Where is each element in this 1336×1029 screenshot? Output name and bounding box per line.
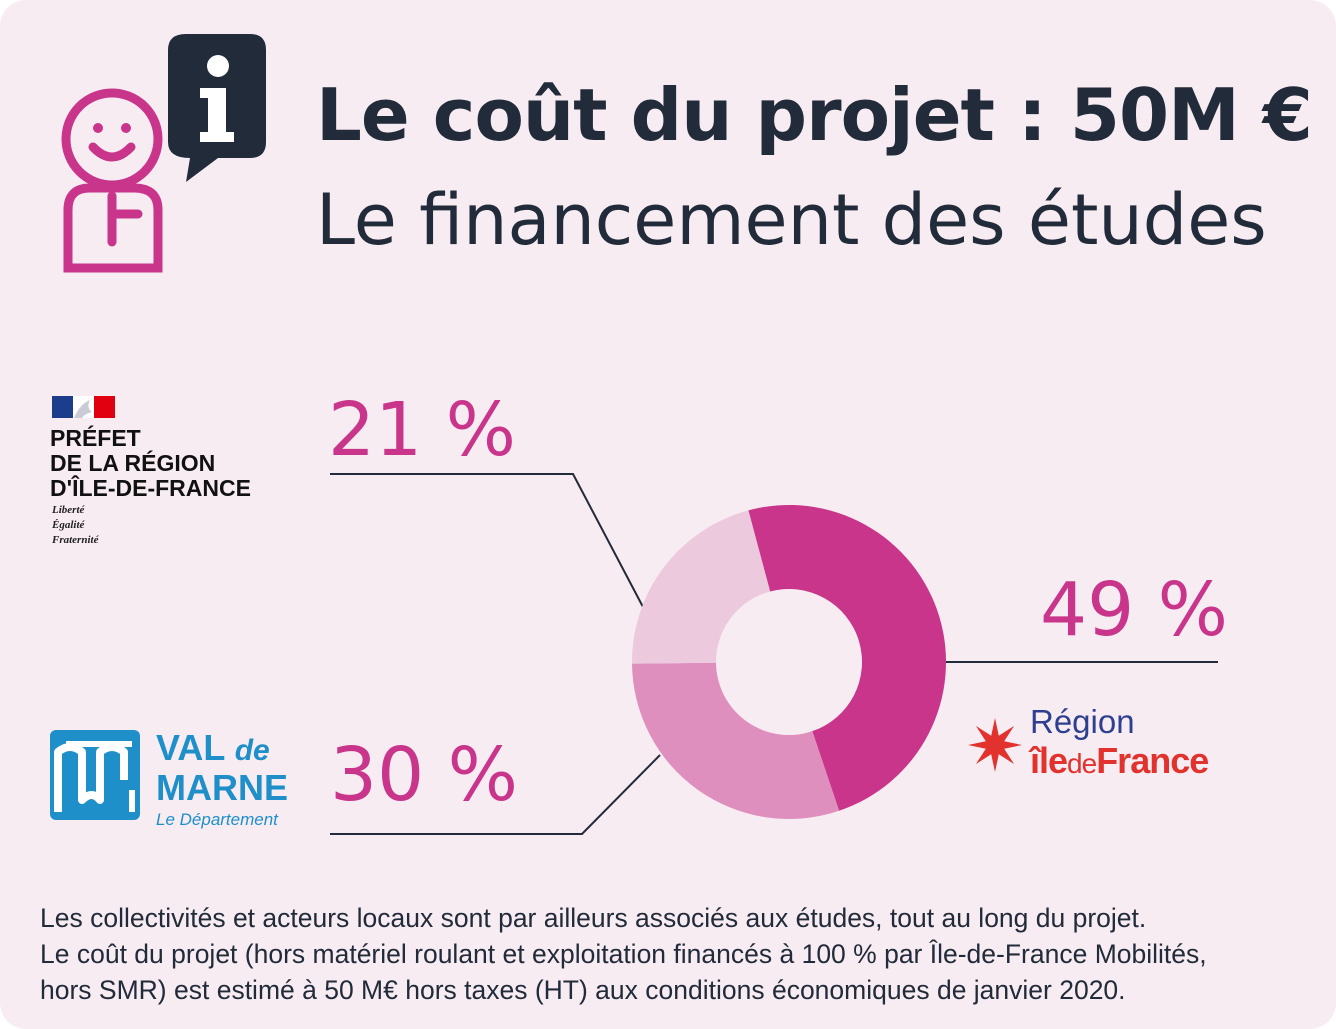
ridf-ile: île (1030, 740, 1068, 781)
info-speech-bubble-icon (168, 34, 266, 182)
page-subtitle: Le financement des études (316, 179, 1267, 261)
donut-segment-21 (632, 510, 771, 664)
prefet-line-2: DE LA RÉGION (50, 450, 216, 476)
region-idf-logo-text: Région îledeFrance (1030, 703, 1209, 784)
page-title: Le coût du projet : 50M € (316, 73, 1313, 157)
donut-chart (632, 504, 947, 819)
motto-fraternite: Fraternité (52, 534, 99, 546)
ridf-de: de (1067, 748, 1097, 779)
vdm-departement: Le Département (156, 810, 278, 829)
smiling-person-icon (61, 88, 163, 273)
valdemarne-logo-mark (50, 730, 140, 820)
footer-line-3: hors SMR) est estimé à 50 M€ hors taxes … (40, 975, 1126, 1005)
vdm-de: de (234, 734, 270, 767)
vdm-val: VAL (156, 727, 225, 768)
motto-liberte: Liberté (52, 504, 85, 516)
footer-note: Les collectivités et acteurs locaux sont… (40, 900, 1305, 1008)
footer-line-1: Les collectivités et acteurs locaux sont… (40, 903, 1147, 933)
percentage-label-49: 49 % (1040, 567, 1228, 653)
prefet-line-3: D'ÎLE-DE-FRANCE (50, 475, 251, 501)
prefet-motto: Liberté Égalité Fraternité (52, 503, 98, 548)
marianne-flag-logo (52, 396, 115, 418)
percentage-label-21: 21 % (328, 387, 516, 473)
percentage-label-30: 30 % (330, 732, 518, 818)
leader-line-30 (330, 754, 661, 835)
prefet-line-1: PRÉFET (50, 425, 141, 451)
ridf-france: France (1096, 740, 1209, 781)
leader-line-21 (330, 473, 644, 608)
region-idf-star-logo (968, 718, 1022, 772)
ridf-region: Région (1030, 703, 1135, 740)
valdemarne-logo-text: VAL de MARNE Le Département (156, 730, 288, 833)
donut-segment-30 (632, 662, 840, 819)
prefet-logo-text: PRÉFET DE LA RÉGION D'ÎLE-DE-FRANCE (50, 426, 251, 501)
donut-segment-49 (748, 504, 947, 811)
motto-egalite: Égalité (52, 519, 85, 531)
vdm-marne: MARNE (156, 767, 288, 808)
footer-line-2: Le coût du projet (hors matériel roulant… (40, 939, 1207, 969)
leader-lines (330, 473, 1218, 835)
